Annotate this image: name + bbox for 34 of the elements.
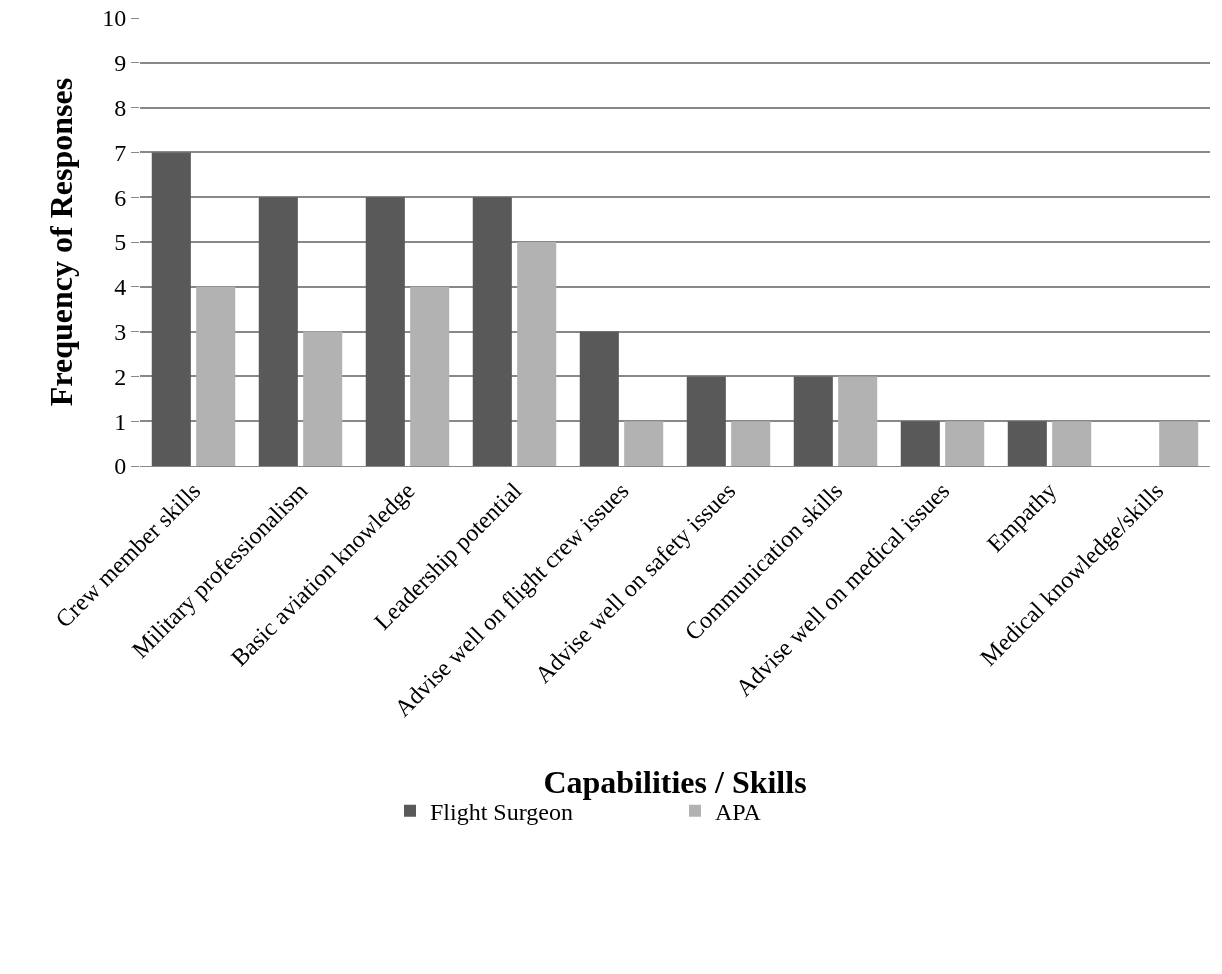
y-tick-label: 8 (114, 95, 127, 121)
y-tick-label: 4 (114, 274, 127, 301)
bar (579, 331, 619, 466)
bar (1052, 421, 1092, 466)
bar (472, 197, 512, 466)
bar (945, 421, 985, 466)
y-tick-label: 9 (114, 50, 127, 77)
bar (838, 376, 878, 466)
bar (151, 152, 191, 466)
y-tick-label: 0 (114, 453, 127, 480)
y-tick-label: 6 (114, 184, 127, 211)
y-tick-label: 10 (102, 5, 127, 32)
bar (196, 286, 236, 466)
bar (1007, 421, 1047, 466)
legend-label: APA (715, 799, 762, 826)
bar (793, 376, 833, 466)
bar (258, 197, 298, 466)
bar (1159, 421, 1199, 466)
x-axis-title: Capabilities / Skills (543, 764, 807, 801)
y-axis-title: Frequency of Responses (42, 77, 79, 407)
bar (410, 286, 450, 466)
bar (900, 421, 940, 466)
y-tick-label: 5 (114, 229, 127, 256)
y-tick-label: 3 (114, 319, 127, 345)
bar (624, 421, 664, 466)
bar (731, 421, 771, 466)
bar (686, 376, 726, 466)
bar (303, 331, 343, 466)
y-tick-label: 1 (114, 408, 127, 435)
legend-label: Flight Surgeon (430, 799, 573, 826)
bar (517, 242, 557, 466)
bar (365, 197, 405, 466)
y-tick-label: 2 (114, 363, 127, 390)
y-tick-label: 7 (114, 139, 127, 166)
